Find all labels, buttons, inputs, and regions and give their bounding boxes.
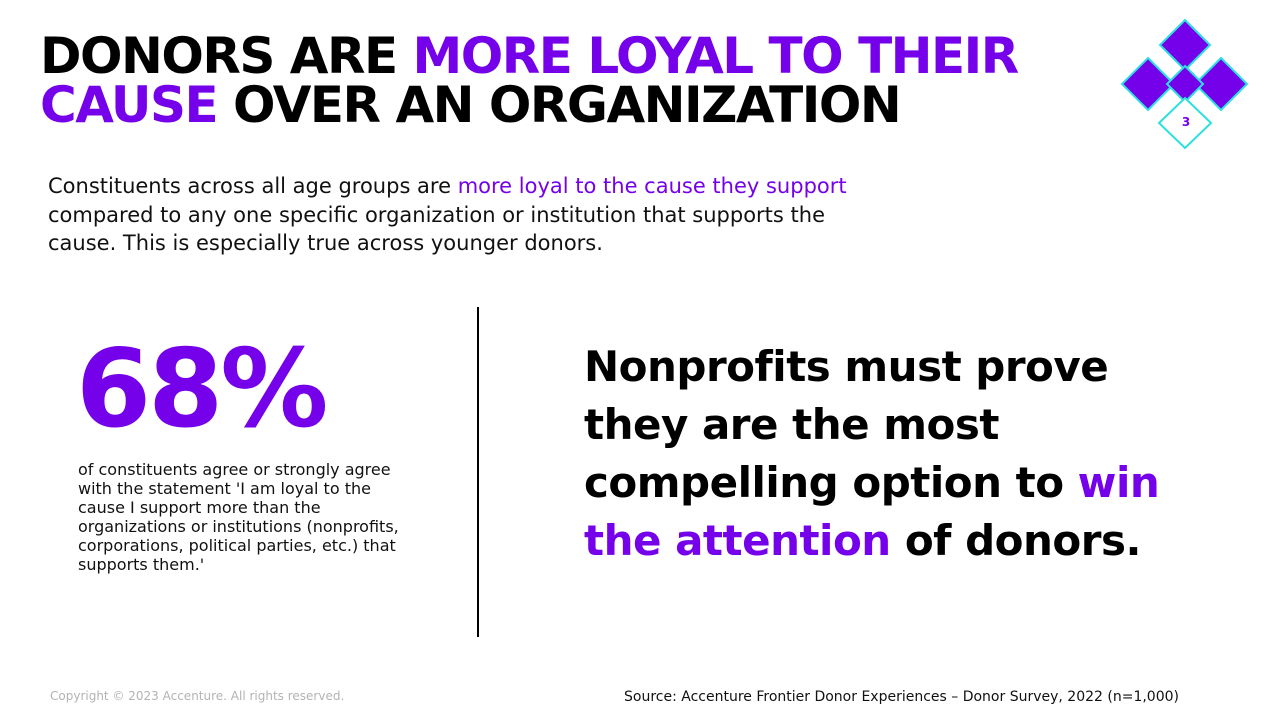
title-text-highlight: MORE LOYAL TO THEIR CAUSE bbox=[40, 27, 1019, 134]
title-text-plain: DONORS ARE bbox=[40, 27, 413, 85]
vertical-divider bbox=[477, 307, 479, 637]
intro-text-plain-end: compared to any one specific organizatio… bbox=[48, 202, 825, 256]
intro-text-highlight: more loyal to the cause they support bbox=[457, 174, 847, 198]
copyright-notice: Copyright © 2023 Accenture. All rights r… bbox=[50, 689, 345, 703]
stat-description: of constituents agree or strongly agree … bbox=[78, 460, 399, 574]
page-title: DONORS ARE MORE LOYAL TO THEIR CAUSE OVE… bbox=[40, 31, 1100, 130]
callout-text-plain: Nonprofits must prove they are the most … bbox=[584, 342, 1109, 507]
intro-text-plain: Constituents across all age groups are bbox=[48, 174, 458, 198]
stat-number: 68% bbox=[76, 327, 329, 452]
callout-text-plain-end: of donors. bbox=[890, 516, 1142, 565]
logo-number: 3 bbox=[1181, 115, 1191, 129]
callout-text-highlight: win the attention bbox=[584, 458, 1160, 565]
source-citation: Source: Accenture Frontier Donor Experie… bbox=[624, 689, 1179, 705]
diamond-cluster-icon bbox=[1120, 18, 1249, 150]
callout-statement: Nonprofits must prove they are the most … bbox=[584, 338, 1224, 570]
intro-paragraph: Constituents across all age groups are m… bbox=[48, 172, 868, 258]
title-text-plain-end: OVER AN ORGANIZATION bbox=[217, 76, 902, 134]
